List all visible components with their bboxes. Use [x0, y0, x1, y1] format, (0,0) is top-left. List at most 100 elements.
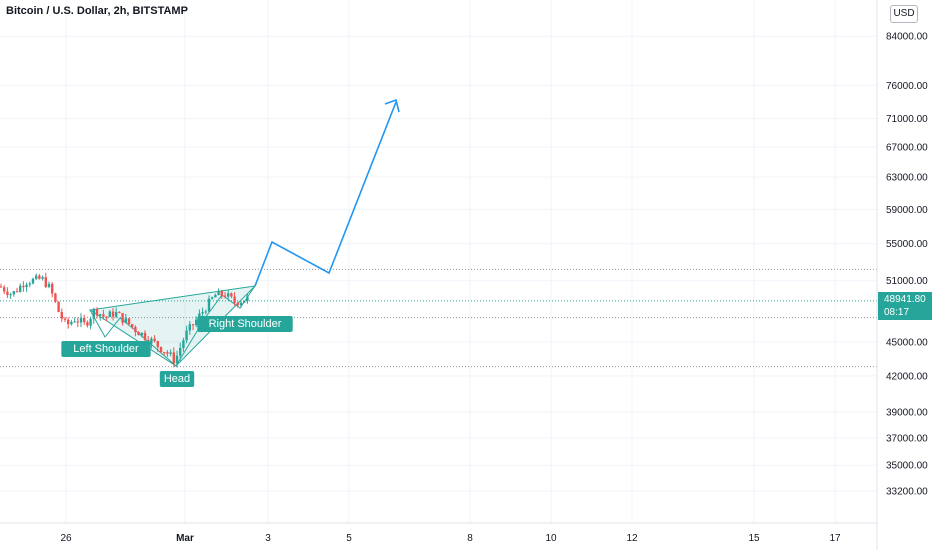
- candle-body: [115, 311, 118, 317]
- candle-body: [201, 312, 204, 314]
- last-price-value: 48941.80: [884, 294, 926, 305]
- left-shoulder-label-box: [61, 341, 151, 357]
- candle-body: [102, 314, 105, 317]
- price-axis: 84000.00 76000.00 71000.00 67000.00 63000.00…: [876, 0, 928, 550]
- left-shoulder-label-text: Left Shoulder: [73, 343, 139, 355]
- candle-body: [47, 283, 51, 288]
- candle-body: [137, 332, 140, 336]
- candle-body: [57, 301, 60, 313]
- chart-title: Bitcoin / U.S. Dollar, 2h, BITSTAMP: [6, 5, 188, 17]
- projection-arrowhead: [384, 98, 400, 113]
- candle-body: [89, 318, 92, 326]
- candle-body: [153, 338, 156, 342]
- candle-body: [159, 346, 163, 353]
- x-tick-label: 17: [829, 533, 841, 544]
- candle-body: [191, 324, 195, 326]
- candle-body: [243, 301, 246, 303]
- y-tick-label: 39000.00: [886, 408, 928, 419]
- candle-body: [156, 341, 159, 347]
- candle-body: [185, 330, 188, 341]
- candle-body: [131, 324, 134, 327]
- candle-body: [6, 291, 9, 296]
- candle-body: [223, 295, 227, 297]
- x-tick-label: 15: [748, 533, 760, 544]
- candle-body: [179, 347, 182, 356]
- y-tick-label: 35000.00: [886, 461, 928, 472]
- candle-body: [246, 296, 249, 302]
- y-tick-label: 59000.00: [886, 205, 928, 216]
- x-tick-label: Mar: [176, 533, 194, 544]
- candle-body: [143, 332, 147, 341]
- candle-body: [175, 355, 179, 364]
- x-tick-label: 5: [346, 533, 352, 544]
- candle-body: [204, 311, 207, 313]
- x-tick-label: 12: [626, 533, 638, 544]
- candle-body: [188, 324, 191, 331]
- candle-body: [76, 321, 79, 323]
- chart-grid: [0, 0, 877, 523]
- candle-body: [15, 291, 19, 293]
- right-shoulder-label: Right Shoulder: [197, 316, 293, 332]
- x-tick-label: 26: [60, 533, 72, 544]
- right-shoulder-label-text: Right Shoulder: [209, 318, 282, 330]
- candle-body: [166, 352, 169, 354]
- candle-body: [95, 309, 99, 316]
- candle-body: [54, 293, 57, 302]
- candle-body: [108, 311, 111, 318]
- candle-body: [111, 311, 115, 317]
- candle-body: [44, 277, 47, 288]
- candle-body: [239, 302, 243, 306]
- candle-body: [124, 318, 127, 323]
- x-tick-label: 8: [467, 533, 473, 544]
- candle-body: [150, 338, 153, 344]
- pattern-annotations: Left Shoulder Head Right Shoulder: [61, 316, 293, 387]
- projection-path: [254, 98, 400, 287]
- candle-body: [230, 293, 233, 297]
- candle-body: [217, 290, 220, 296]
- candle-body: [0, 286, 3, 288]
- y-tick-label: 71000.00: [886, 114, 928, 125]
- left-shoulder-label: Left Shoulder: [61, 341, 151, 357]
- candle-body: [172, 352, 175, 364]
- candle-body: [105, 316, 108, 318]
- candle-body: [67, 319, 70, 325]
- candle-body: [19, 285, 22, 292]
- candle-body: [35, 275, 38, 279]
- candle-body: [211, 297, 214, 299]
- candle-body: [169, 352, 172, 354]
- candle-body: [163, 352, 166, 354]
- time-axis: 26 Mar 3 5 8 10 12 15 17: [0, 522, 877, 544]
- candle-body: [60, 312, 63, 319]
- y-tick-label: 55000.00: [886, 239, 928, 250]
- candle-body: [182, 340, 185, 348]
- candle-body: [83, 318, 86, 323]
- candle-body: [70, 322, 73, 325]
- candlesticks: [0, 272, 249, 368]
- candle-body: [86, 322, 89, 326]
- head-label-text: Head: [164, 373, 190, 385]
- currency-button[interactable]: USD: [890, 5, 918, 23]
- y-tick-label: 84000.00: [886, 32, 928, 43]
- candle-body: [121, 313, 124, 323]
- candle-body: [73, 321, 76, 323]
- candle-body: [207, 298, 211, 312]
- y-tick-label: 37000.00: [886, 433, 928, 444]
- projection-line: [254, 101, 397, 287]
- y-tick-label: 33200.00: [886, 487, 928, 498]
- candle-body: [195, 319, 198, 326]
- y-tick-label: 45000.00: [886, 338, 928, 349]
- x-tick-label: 3: [265, 533, 271, 544]
- candle-body: [214, 295, 217, 298]
- head-label: Head: [159, 371, 195, 387]
- candle-body: [28, 283, 31, 285]
- bar-countdown: 08:17: [884, 307, 910, 318]
- candle-body: [63, 318, 67, 320]
- last-price-label: 48941.80 08:17: [878, 292, 932, 320]
- x-tick-label: 10: [545, 533, 557, 544]
- candle-body: [9, 294, 12, 296]
- candle-body: [127, 318, 131, 325]
- y-tick-label: 67000.00: [886, 143, 928, 154]
- candle-body: [31, 278, 35, 284]
- candle-body: [41, 277, 44, 279]
